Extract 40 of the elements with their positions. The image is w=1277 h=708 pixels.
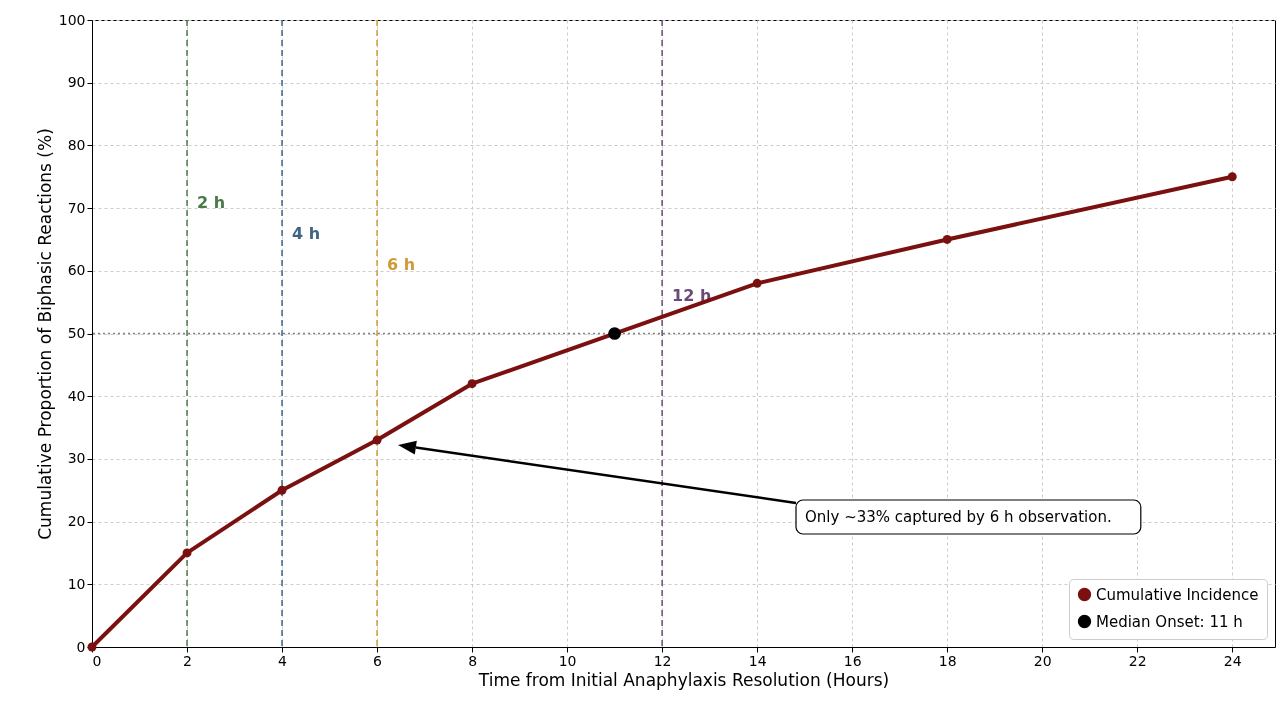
x-tick-label: 24 xyxy=(1223,652,1242,669)
x-tick-label: 16 xyxy=(843,652,862,669)
x-tick-label: 0 xyxy=(92,652,102,669)
point xyxy=(1227,172,1237,182)
point xyxy=(372,435,382,445)
x-tick-label: 14 xyxy=(748,652,767,669)
x-tick-label: 10 xyxy=(558,652,577,669)
y-tick-label: 100 xyxy=(58,11,86,28)
x-tick-label: 22 xyxy=(1128,652,1147,669)
y-tick-label: 50 xyxy=(67,325,86,341)
ref-line-label: 4 h xyxy=(292,224,321,243)
x-tick-label: 12 xyxy=(653,652,672,669)
y-tick-label: 60 xyxy=(67,262,86,279)
x-tick-label: 6 xyxy=(373,652,383,669)
ref-line-label: 2 h xyxy=(197,193,226,212)
y-tick-label: 20 xyxy=(67,513,86,530)
y-tick-label: 0 xyxy=(76,638,86,655)
y-tick-label: 80 xyxy=(67,136,86,153)
annotation: Only ~33% captured by 6 h observation. xyxy=(805,508,1112,526)
y-tick-label: 90 xyxy=(67,74,86,91)
point xyxy=(467,379,477,389)
x-tick-label: 18 xyxy=(938,652,957,669)
y-tick-label: 70 xyxy=(67,199,86,216)
y-axis-title: Cumulative Proportion of Biphasic Reactions (%) xyxy=(34,128,55,540)
x-tick-label: 20 xyxy=(1033,652,1052,669)
point xyxy=(277,485,287,495)
point xyxy=(942,234,952,244)
ref-line-label: 6 h xyxy=(387,255,416,274)
legend-label: Median Onset: 11 h xyxy=(1096,612,1243,631)
point xyxy=(608,327,621,340)
x-tick-label: 2 xyxy=(183,652,192,669)
point xyxy=(182,548,192,558)
point xyxy=(752,278,762,288)
legend-label: Cumulative Incidence xyxy=(1096,585,1259,604)
x-tick-label: 8 xyxy=(468,652,478,669)
y-tick-label: 40 xyxy=(67,387,86,404)
y-tick-label: 30 xyxy=(67,450,86,467)
x-tick-label: 4 xyxy=(278,652,288,669)
x-axis-title: Time from Initial Anaphylaxis Resolution (Hours) xyxy=(477,669,890,690)
y-tick-label: 10 xyxy=(67,575,86,592)
